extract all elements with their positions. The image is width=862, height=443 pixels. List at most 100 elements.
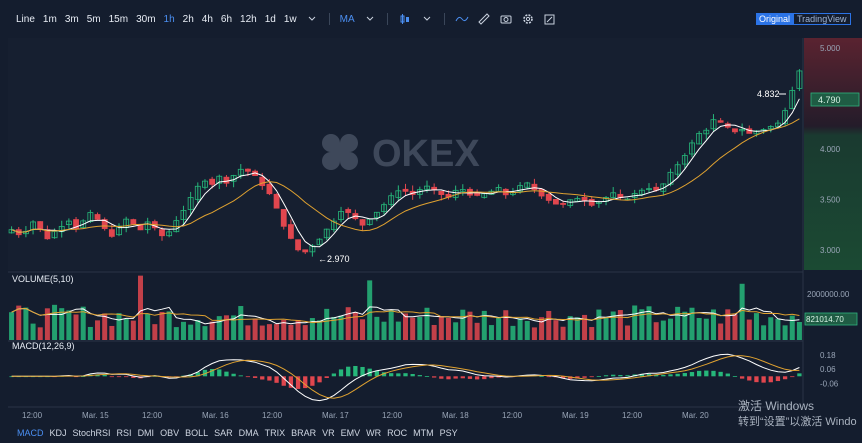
chevron-down-icon[interactable]	[418, 11, 436, 27]
macd-bar	[102, 374, 107, 377]
interval-3m[interactable]: 3m	[64, 13, 79, 25]
macd-bar	[267, 376, 272, 381]
volume-bar	[30, 323, 36, 340]
indicator-wr[interactable]: WR	[366, 428, 382, 438]
indicator-roc[interactable]: ROC	[387, 428, 408, 438]
candle-body	[588, 198, 595, 206]
volume-bar	[653, 322, 659, 340]
candle-body	[295, 239, 301, 251]
indicator-sar[interactable]: SAR	[214, 428, 233, 438]
candle-body	[567, 199, 574, 206]
interval-6h[interactable]: 6h	[220, 13, 233, 25]
indicator-trix[interactable]: TRIX	[264, 428, 286, 438]
candle-body	[438, 190, 445, 195]
macd-bar	[116, 376, 122, 378]
volume-bar	[438, 316, 444, 340]
indicator-obv[interactable]: OBV	[160, 428, 180, 438]
gear-icon[interactable]	[519, 11, 537, 27]
indicator-psy[interactable]: PSY	[439, 428, 458, 438]
interval-1m[interactable]: 1m	[42, 13, 57, 25]
volume-bar	[352, 312, 358, 340]
time-tick: Mar. 20	[682, 411, 709, 420]
interval-1h[interactable]: 1h	[163, 13, 175, 25]
candle-body	[44, 229, 51, 240]
price-tick: 3.500	[820, 195, 841, 204]
candle-type-icon[interactable]	[396, 11, 414, 27]
indicator-select[interactable]: MA	[339, 13, 355, 25]
interval-12h[interactable]: 12h	[240, 13, 257, 25]
volume-bar	[360, 319, 366, 340]
volume-bar	[309, 318, 315, 340]
fullscreen-icon[interactable]	[541, 11, 559, 27]
macd-bar	[768, 376, 773, 383]
chevron-down-icon[interactable]	[303, 11, 321, 27]
volume-bar	[202, 326, 208, 340]
indicator-dma[interactable]: DMA	[238, 428, 259, 438]
indicator-dmi[interactable]: DMI	[137, 428, 155, 438]
volume-bar	[52, 304, 58, 340]
macd-bar	[747, 376, 752, 381]
interval-1w[interactable]: 1w	[283, 13, 297, 25]
interval-4h[interactable]: 4h	[201, 13, 213, 25]
indicator-vr[interactable]: VR	[322, 428, 335, 438]
volume-bar	[130, 320, 136, 340]
interval-30m[interactable]: 30m	[136, 13, 156, 25]
interval-2h[interactable]: 2h	[182, 13, 194, 25]
view-tradingview-button[interactable]: TradingView	[793, 13, 851, 25]
view-original-button[interactable]: Original	[756, 13, 794, 25]
windows-activation-hint: 转到“设置”以激活 Windo	[738, 416, 857, 428]
candle-body	[474, 192, 481, 196]
volume-bar	[23, 307, 29, 340]
camera-icon[interactable]	[497, 11, 515, 27]
macd-bar	[675, 373, 680, 377]
candle-body	[101, 219, 108, 229]
volume-bar	[424, 307, 430, 340]
candle-body	[202, 180, 208, 188]
candle-body	[717, 120, 724, 123]
macd-bar	[417, 375, 422, 377]
macd-bar	[217, 369, 222, 377]
candle-body	[789, 90, 796, 110]
macd-bar	[424, 376, 430, 377]
indicator-rsi[interactable]: RSI	[116, 428, 132, 438]
candle-body	[524, 182, 531, 188]
line-tool-icon[interactable]	[453, 11, 471, 27]
volume-bar	[209, 321, 215, 340]
volume-bar	[374, 316, 380, 340]
macd-bar	[209, 369, 215, 377]
price-chart[interactable]: 5.0004.5004.0003.5003.000OKEX4.832←2.970…	[0, 0, 862, 426]
volume-current: 821014.70	[806, 315, 844, 324]
indicator-kdj[interactable]: KDJ	[49, 428, 67, 438]
volume-bar	[582, 314, 588, 340]
macd-bar	[654, 374, 659, 377]
indicator-boll[interactable]: BOLL	[185, 428, 209, 438]
indicator-stochrsi[interactable]: StochRSI	[72, 428, 111, 438]
interval-5m[interactable]: 5m	[86, 13, 101, 25]
candle-body	[782, 110, 789, 125]
macd-bar	[260, 376, 265, 380]
indicator-emv[interactable]: EMV	[340, 428, 361, 438]
volume-bar	[481, 310, 487, 340]
interval-1d[interactable]: 1d	[264, 13, 276, 25]
indicator-brar[interactable]: BRAR	[291, 428, 317, 438]
candle-body	[330, 220, 337, 231]
macd-bar	[639, 373, 644, 377]
price-tick: 5.000	[820, 44, 841, 53]
volume-bar	[775, 318, 781, 340]
indicator-macd[interactable]: MACD	[17, 428, 44, 438]
volume-bar	[345, 307, 351, 340]
volume-bar	[725, 309, 731, 340]
candle-body	[273, 193, 280, 209]
volume-bar	[417, 316, 423, 340]
volume-bar	[87, 326, 93, 340]
chevron-down-icon[interactable]	[361, 11, 379, 27]
volume-bar	[44, 308, 50, 340]
candle-body	[517, 185, 524, 192]
ruler-icon[interactable]	[475, 11, 493, 27]
macd-dea-line	[11, 355, 800, 399]
indicator-mtm[interactable]: MTM	[413, 428, 434, 438]
macd-bar	[403, 373, 408, 377]
interval-line[interactable]: Line	[16, 13, 35, 25]
candle-body	[538, 188, 545, 197]
interval-15m[interactable]: 15m	[108, 13, 129, 25]
